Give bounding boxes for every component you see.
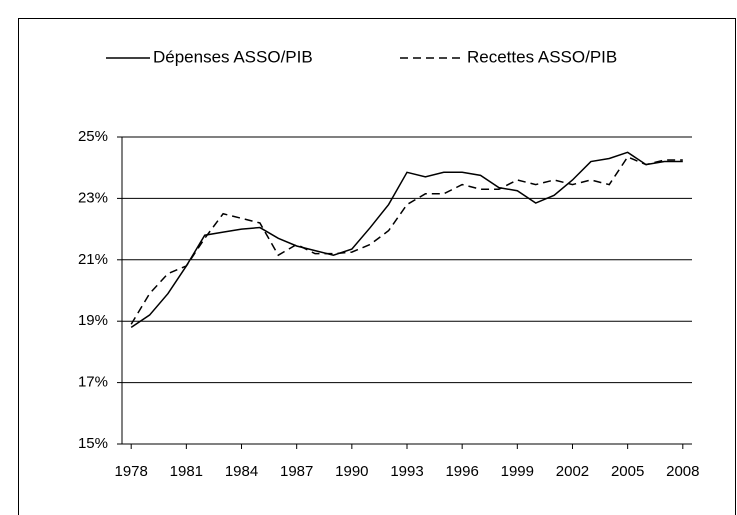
y-tick-label: 23%	[78, 189, 108, 206]
x-tick-label: 1999	[501, 463, 534, 480]
y-tick-label: 25%	[78, 128, 108, 145]
legend: Dépenses ASSO/PIB Recettes ASSO/PIB	[106, 47, 617, 66]
y-tick-label: 17%	[78, 374, 108, 391]
x-tick-label: 1981	[170, 463, 203, 480]
x-tick-label: 1987	[280, 463, 313, 480]
chart-frame	[18, 18, 736, 515]
x-tick-label: 2005	[611, 463, 644, 480]
x-tick-label: 1990	[335, 463, 368, 480]
legend-label: Recettes ASSO/PIB	[467, 47, 617, 66]
x-tick-label: 1978	[115, 463, 148, 480]
y-tick-label: 15%	[78, 435, 108, 452]
series-line	[130, 156, 683, 325]
x-tick-label: 2002	[556, 463, 589, 480]
y-tick-label: 19%	[78, 312, 108, 329]
x-tick-label: 1996	[445, 463, 478, 480]
y-tick-label: 21%	[78, 251, 108, 268]
legend-label: Dépenses ASSO/PIB	[153, 47, 313, 66]
x-tick-label: 2008	[666, 463, 699, 480]
series-line	[130, 151, 683, 328]
x-tick-label: 1993	[390, 463, 423, 480]
x-tick-label: 1984	[225, 463, 258, 480]
